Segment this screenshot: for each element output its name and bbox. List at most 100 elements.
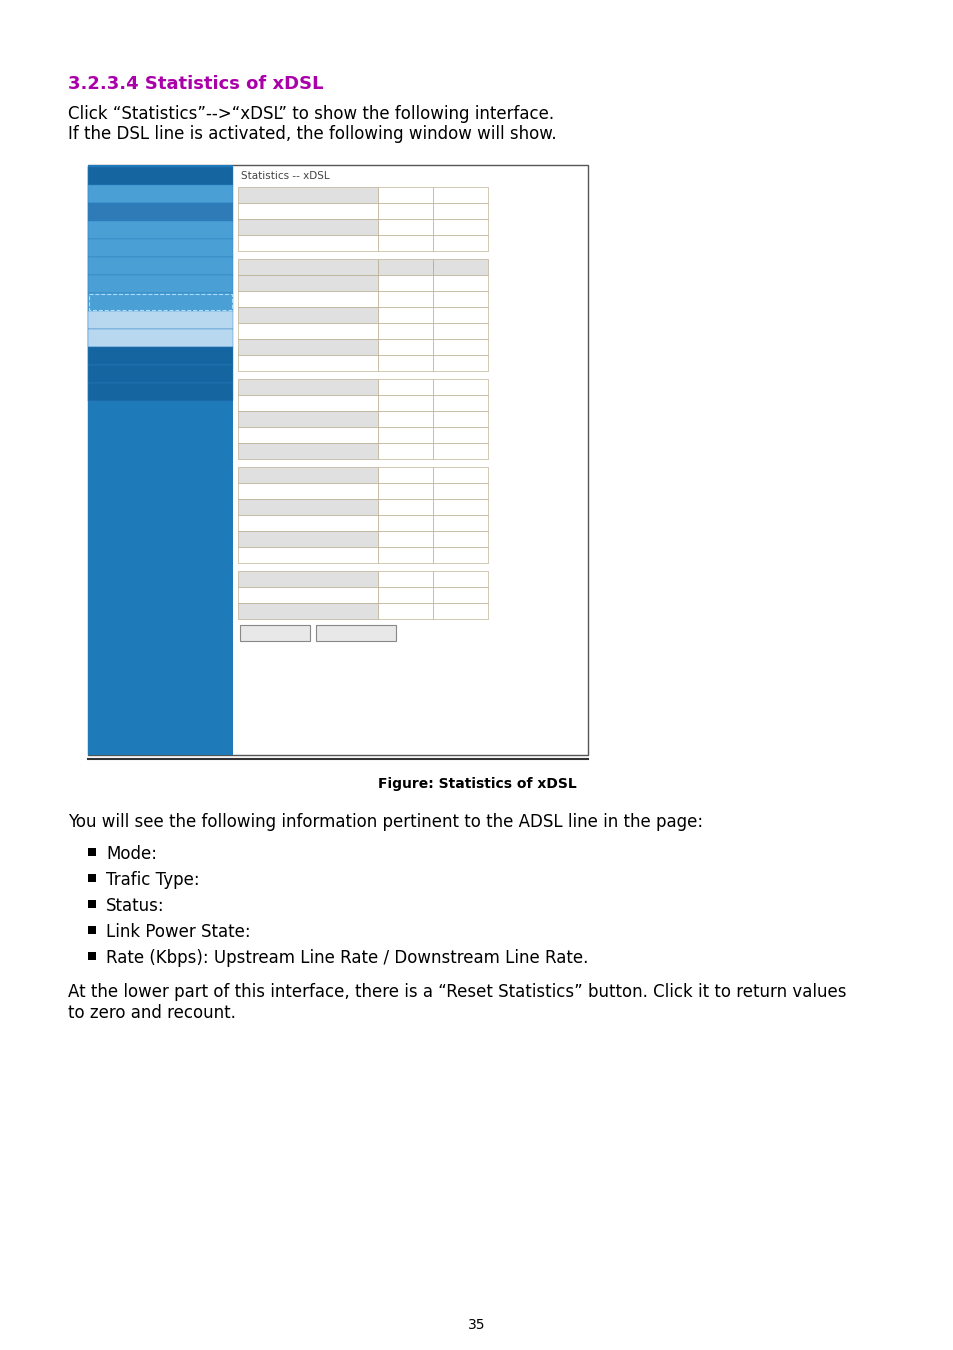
Text: Route: Route xyxy=(94,315,122,324)
Bar xyxy=(433,235,488,251)
Bar xyxy=(433,483,488,499)
Bar xyxy=(377,306,433,323)
Text: Total Cells:: Total Cells: xyxy=(240,517,293,526)
Bar xyxy=(377,500,433,514)
Text: RS Correctable Errors::: RS Correctable Errors:: xyxy=(240,429,351,439)
Bar xyxy=(237,467,377,483)
Bar xyxy=(237,306,377,323)
Bar xyxy=(433,219,488,235)
Bar xyxy=(433,355,488,371)
Bar xyxy=(377,547,433,563)
Bar xyxy=(433,410,488,427)
Bar xyxy=(237,410,377,427)
Bar xyxy=(433,531,488,547)
Bar xyxy=(88,310,233,329)
Bar xyxy=(377,396,433,410)
Text: LAN: LAN xyxy=(94,242,113,252)
Text: Super Frame Errors:: Super Frame Errors: xyxy=(240,397,337,406)
Bar xyxy=(88,165,233,755)
Bar xyxy=(88,256,233,275)
Bar xyxy=(377,379,433,396)
Bar xyxy=(240,625,310,641)
Bar xyxy=(433,306,488,323)
Bar xyxy=(377,259,433,275)
Bar xyxy=(88,165,587,755)
Text: Statistics -- xDSL: Statistics -- xDSL xyxy=(241,171,330,181)
Bar xyxy=(237,531,377,547)
Text: Attenuation (0.1 dB):: Attenuation (0.1 dB): xyxy=(240,309,342,319)
Text: 35: 35 xyxy=(468,1318,485,1332)
Text: Rate (Kbps):: Rate (Kbps): xyxy=(240,356,300,367)
Bar xyxy=(88,383,233,401)
Text: Diagnostics: Diagnostics xyxy=(91,369,156,378)
Bar xyxy=(433,396,488,410)
Bar xyxy=(88,239,233,256)
Bar xyxy=(237,188,377,202)
Bar xyxy=(377,219,433,235)
Text: HEC Errors:: HEC Errors: xyxy=(240,468,295,479)
Bar xyxy=(377,531,433,547)
Bar xyxy=(377,443,433,459)
Text: SNR Margin (0.1 dB):: SNR Margin (0.1 dB): xyxy=(240,293,342,302)
Text: Mode:: Mode: xyxy=(106,845,157,863)
Bar xyxy=(433,275,488,292)
Bar xyxy=(433,379,488,396)
Bar xyxy=(88,900,96,909)
Bar xyxy=(377,571,433,587)
Text: Link Power State:: Link Power State: xyxy=(106,923,251,941)
Text: At the lower part of this interface, there is a “Reset Statistics” button. Click: At the lower part of this interface, the… xyxy=(68,983,845,1022)
Bar xyxy=(237,292,377,306)
Bar xyxy=(237,339,377,355)
Text: L3: L3 xyxy=(379,238,392,247)
Bar xyxy=(88,364,233,383)
Bar xyxy=(237,427,377,443)
Bar xyxy=(237,275,377,292)
Bar xyxy=(237,323,377,339)
Bar xyxy=(433,292,488,306)
Bar xyxy=(88,167,233,185)
Text: xDSL BER Test: xDSL BER Test xyxy=(239,628,310,639)
Bar xyxy=(377,483,433,499)
Text: Total ES:: Total ES: xyxy=(240,572,281,583)
Text: You will see the following information pertinent to the ADSL line in the page:: You will see the following information p… xyxy=(68,813,702,832)
Bar xyxy=(237,379,377,396)
Bar xyxy=(237,202,377,219)
Text: Advanced Setup: Advanced Setup xyxy=(91,350,181,360)
Bar xyxy=(377,355,433,371)
Text: Reset Statistics: Reset Statistics xyxy=(318,628,394,639)
Bar xyxy=(433,427,488,443)
Bar xyxy=(433,500,488,514)
Text: Line Coding(Trellis):: Line Coding(Trellis): xyxy=(240,277,335,288)
Bar xyxy=(377,292,433,306)
Text: Bit Errors:: Bit Errors: xyxy=(240,549,288,559)
Bar xyxy=(433,259,488,275)
Bar xyxy=(88,275,233,293)
Text: Status:: Status: xyxy=(240,221,274,231)
Bar xyxy=(237,603,377,620)
Text: Output Power (0.1 dBm):: Output Power (0.1 dBm): xyxy=(240,325,361,335)
Bar xyxy=(237,355,377,371)
Bar xyxy=(377,514,433,531)
Text: Total SES:: Total SES: xyxy=(240,589,287,599)
Bar xyxy=(377,188,433,202)
Text: Statistics: Statistics xyxy=(94,224,139,234)
Bar xyxy=(88,185,233,202)
Bar xyxy=(315,625,395,641)
Text: Total UAS:: Total UAS: xyxy=(240,605,289,616)
Text: ATM: ATM xyxy=(94,278,114,288)
Text: Rate (Kbps): Upstream Line Rate / Downstream Line Rate.: Rate (Kbps): Upstream Line Rate / Downst… xyxy=(106,949,588,967)
Bar xyxy=(377,587,433,603)
Bar xyxy=(88,926,96,934)
Bar xyxy=(88,952,96,960)
Bar xyxy=(433,571,488,587)
Text: LCD Errors:: LCD Errors: xyxy=(240,501,294,512)
Bar xyxy=(237,547,377,563)
Bar xyxy=(237,396,377,410)
Bar xyxy=(433,603,488,620)
Bar xyxy=(88,293,233,310)
Text: ADSL: ADSL xyxy=(94,296,120,306)
Text: RS Uncorrectable Errors:: RS Uncorrectable Errors: xyxy=(240,446,359,455)
Bar xyxy=(433,202,488,219)
Bar xyxy=(89,294,232,310)
Bar xyxy=(433,514,488,531)
